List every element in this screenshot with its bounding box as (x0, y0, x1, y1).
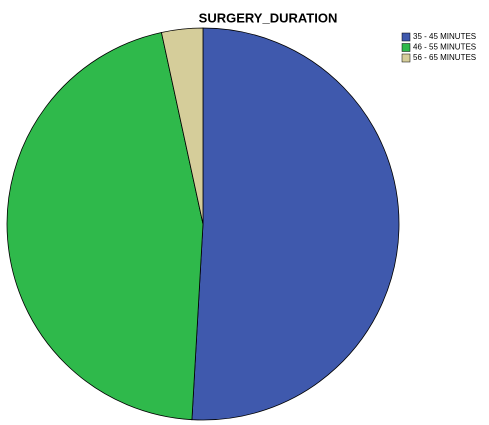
chart-title: SURGERY_DURATION (199, 10, 338, 25)
pie-slice (191, 27, 400, 421)
pie-slice (6, 31, 204, 421)
pie-slice (160, 27, 204, 225)
legend-swatch (401, 53, 411, 63)
legend-swatch (401, 32, 411, 42)
legend-swatch (401, 43, 411, 52)
legend-label: 35 - 45 MINUTES (413, 32, 476, 41)
legend-label: 56 - 65 MINUTES (413, 53, 476, 62)
legend-label: 46 - 55 MINUTES (413, 43, 476, 52)
